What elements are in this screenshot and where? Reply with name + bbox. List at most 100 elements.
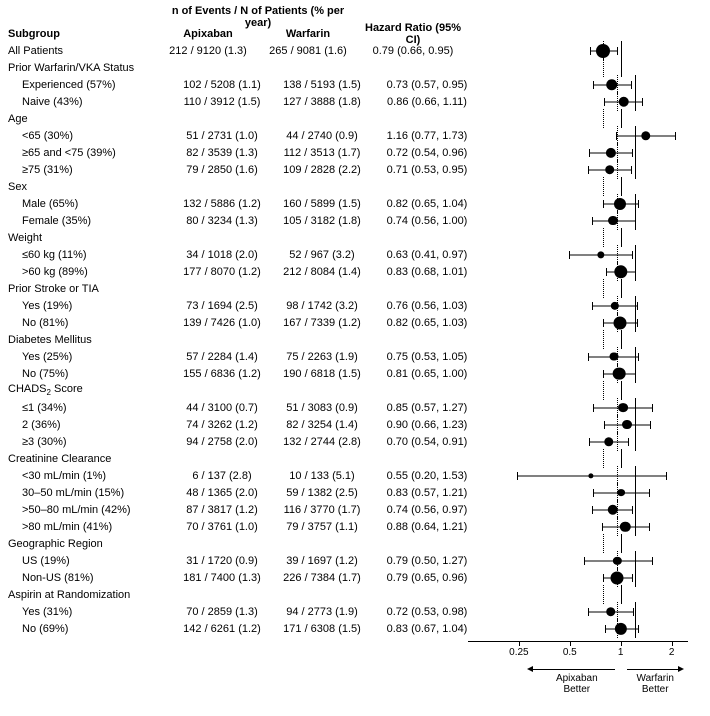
plot-cell — [482, 467, 702, 484]
hr-cell: 0.82 (0.65, 1.03) — [372, 317, 482, 329]
plot-cell — [468, 382, 688, 399]
apixaban-cell: 132 / 5886 (1.2) — [172, 198, 272, 210]
plot-cell — [482, 620, 702, 637]
data-row: No (75%)155 / 6836 (1.2)190 / 6818 (1.5)… — [8, 365, 702, 382]
apixaban-cell: 142 / 6261 (1.2) — [172, 623, 272, 635]
apixaban-cell: 177 / 8070 (1.2) — [172, 266, 272, 278]
plot-cell — [482, 348, 702, 365]
data-row: <30 mL/min (1%)6 / 137 (2.8)10 / 133 (5.… — [8, 467, 702, 484]
plot-cell — [482, 314, 702, 331]
plot-cell — [482, 161, 702, 178]
header-apixaban: Apixaban — [158, 28, 258, 40]
warfarin-cell: 112 / 3513 (1.7) — [272, 147, 372, 159]
hr-cell: 0.81 (0.65, 1.00) — [372, 368, 482, 380]
warfarin-cell: 190 / 6818 (1.5) — [272, 368, 372, 380]
subgroup-label: >50–80 mL/min (42%) — [8, 504, 172, 516]
subgroup-label: No (69%) — [8, 623, 172, 635]
axis-tick-label: 0.25 — [509, 647, 528, 658]
point-estimate — [606, 79, 618, 91]
point-estimate — [620, 521, 630, 531]
plot-cell — [482, 246, 702, 263]
warfarin-cell: 167 / 7339 (1.2) — [272, 317, 372, 329]
plot-cell — [482, 76, 702, 93]
axis-tick-label: 1 — [618, 647, 624, 658]
warfarin-cell: 94 / 2773 (1.9) — [272, 606, 372, 618]
warfarin-cell: 212 / 8084 (1.4) — [272, 266, 372, 278]
warfarin-cell: 75 / 2263 (1.9) — [272, 351, 372, 363]
data-row: No (81%)139 / 7426 (1.0)167 / 7339 (1.2)… — [8, 314, 702, 331]
point-estimate — [618, 403, 628, 413]
subgroup-label: Non-US (81%) — [8, 572, 172, 584]
direction-labels: ApixabanBetterWarfarinBetter — [468, 667, 688, 701]
point-estimate — [605, 165, 615, 175]
warfarin-cell: 39 / 1697 (1.2) — [272, 555, 372, 567]
subgroup-label: Experienced (57%) — [8, 79, 172, 91]
subgroup-label: 2 (36%) — [8, 419, 172, 431]
plot-cell — [482, 263, 702, 280]
point-estimate — [605, 147, 615, 157]
subgroup-label: <65 (30%) — [8, 130, 172, 142]
warfarin-cell: 98 / 1742 (3.2) — [272, 300, 372, 312]
plot-cell — [482, 501, 702, 518]
plot-cell — [482, 297, 702, 314]
group-label-row: CHADS2 Score — [8, 382, 702, 399]
point-estimate — [606, 607, 616, 617]
hr-cell: 0.79 (0.66, 0.95) — [358, 45, 468, 57]
subgroup-label: All Patients — [8, 45, 158, 57]
group-label-row: Prior Stroke or TIA — [8, 280, 702, 297]
plot-cell — [468, 178, 688, 195]
apixaban-better-label: ApixabanBetter — [547, 673, 607, 695]
axis-tick — [570, 641, 571, 646]
hr-cell: 0.75 (0.53, 1.05) — [372, 351, 482, 363]
apixaban-cell: 44 / 3100 (0.7) — [172, 402, 272, 414]
subgroup-label: ≥75 (31%) — [8, 164, 172, 176]
subgroup-label: ≥65 and <75 (39%) — [8, 147, 172, 159]
apixaban-cell: 94 / 2758 (2.0) — [172, 436, 272, 448]
point-estimate — [614, 265, 627, 278]
apixaban-cell: 6 / 137 (2.8) — [172, 470, 272, 482]
header-super: n of Events / N of Patients (% per year) — [158, 5, 358, 29]
plot-cell — [482, 569, 702, 586]
warfarin-cell: 160 / 5899 (1.5) — [272, 198, 372, 210]
subgroup-label: Yes (25%) — [8, 351, 172, 363]
data-row: Female (35%)80 / 3234 (1.3)105 / 3182 (1… — [8, 212, 702, 229]
subgroup-label: Yes (19%) — [8, 300, 172, 312]
point-estimate — [609, 352, 618, 361]
warfarin-cell: 82 / 3254 (1.4) — [272, 419, 372, 431]
hr-cell: 0.79 (0.65, 0.96) — [372, 572, 482, 584]
hr-cell: 0.76 (0.56, 1.03) — [372, 300, 482, 312]
warfarin-cell: 105 / 3182 (1.8) — [272, 215, 372, 227]
point-estimate — [608, 216, 618, 226]
warfarin-cell: 265 / 9081 (1.6) — [258, 45, 358, 57]
apixaban-cell: 82 / 3539 (1.3) — [172, 147, 272, 159]
point-estimate — [613, 367, 626, 380]
plot-cell — [468, 535, 688, 552]
data-row: Yes (25%)57 / 2284 (1.4)75 / 2263 (1.9)0… — [8, 348, 702, 365]
hr-cell: 0.74 (0.56, 1.00) — [372, 215, 482, 227]
plot-cell — [468, 331, 688, 348]
subgroup-label: Diabetes Mellitus — [8, 334, 158, 346]
subgroup-label: No (75%) — [8, 368, 172, 380]
plot-cell — [482, 195, 702, 212]
hr-cell: 0.90 (0.66, 1.23) — [372, 419, 482, 431]
plot-cell — [468, 450, 688, 467]
point-estimate — [618, 96, 629, 107]
data-row: Naive (43%)110 / 3912 (1.5)127 / 3888 (1… — [8, 93, 702, 110]
apixaban-cell: 212 / 9120 (1.3) — [158, 45, 258, 57]
data-row: 30–50 mL/min (15%)48 / 1365 (2.0)59 / 13… — [8, 484, 702, 501]
plot-cell — [482, 518, 702, 535]
plot-cell — [468, 280, 688, 297]
subgroup-label: Aspirin at Randomization — [8, 589, 158, 601]
hr-cell: 0.86 (0.66, 1.11) — [372, 96, 482, 108]
subgroup-label: Male (65%) — [8, 198, 172, 210]
header-super-row: n of Events / N of Patients (% per year) — [8, 8, 702, 25]
apixaban-cell: 34 / 1018 (2.0) — [172, 249, 272, 261]
apixaban-cell: 57 / 2284 (1.4) — [172, 351, 272, 363]
point-estimate — [597, 251, 604, 258]
subgroup-label: ≥3 (30%) — [8, 436, 172, 448]
warfarin-cell: 109 / 2828 (2.2) — [272, 164, 372, 176]
hr-cell: 0.72 (0.54, 0.96) — [372, 147, 482, 159]
warfarin-cell: 79 / 3757 (1.1) — [272, 521, 372, 533]
data-row: 2 (36%)74 / 3262 (1.2)82 / 3254 (1.4)0.9… — [8, 416, 702, 433]
apixaban-cell: 73 / 1694 (2.5) — [172, 300, 272, 312]
